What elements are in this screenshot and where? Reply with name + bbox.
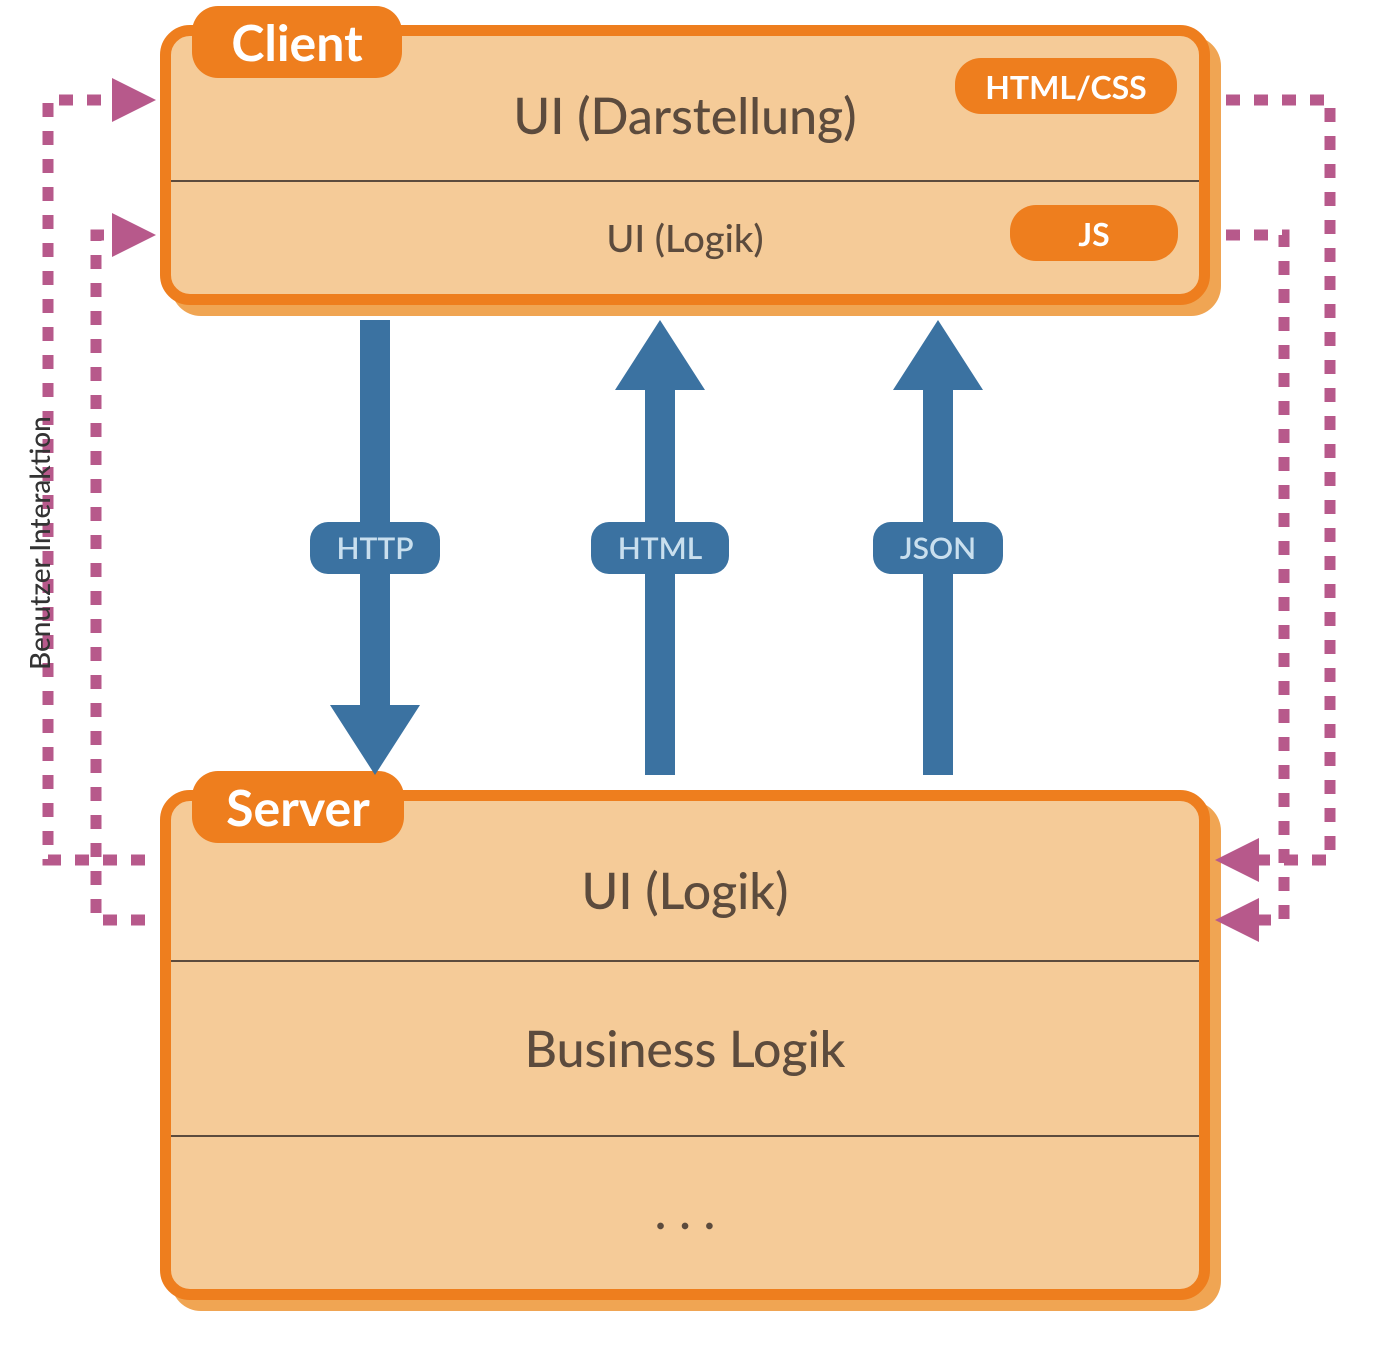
client-divider xyxy=(171,180,1199,182)
server-title-badge: Server xyxy=(192,771,404,843)
client-title-badge: Client xyxy=(192,6,402,78)
dashed-path-3 xyxy=(96,235,145,920)
side-label-user-interaction: Benutzer Interaktion xyxy=(22,416,56,670)
server-layer-0-label: UI (Logik) xyxy=(160,830,1210,950)
server-divider-0 xyxy=(171,960,1199,962)
server-divider-1 xyxy=(171,1135,1199,1137)
arrow-badge-http: HTTP xyxy=(310,522,440,574)
arrow-badge-json: JSON xyxy=(873,522,1003,574)
dashed-path-2 xyxy=(48,100,145,860)
client-tech-badge-1: JS xyxy=(1010,205,1178,261)
dashed-path-0 xyxy=(1226,100,1330,860)
client-tech-badge-0: HTML/CSS xyxy=(955,58,1177,114)
diagram-canvas: UI (Darstellung)UI (Logik)ClientHTML/CSS… xyxy=(0,0,1388,1350)
dashed-path-1 xyxy=(1226,235,1284,920)
arrow-badge-html: HTML xyxy=(591,522,729,574)
server-layer-2-label: . . . xyxy=(160,1145,1210,1275)
server-layer-1-label: Business Logik xyxy=(160,970,1210,1125)
